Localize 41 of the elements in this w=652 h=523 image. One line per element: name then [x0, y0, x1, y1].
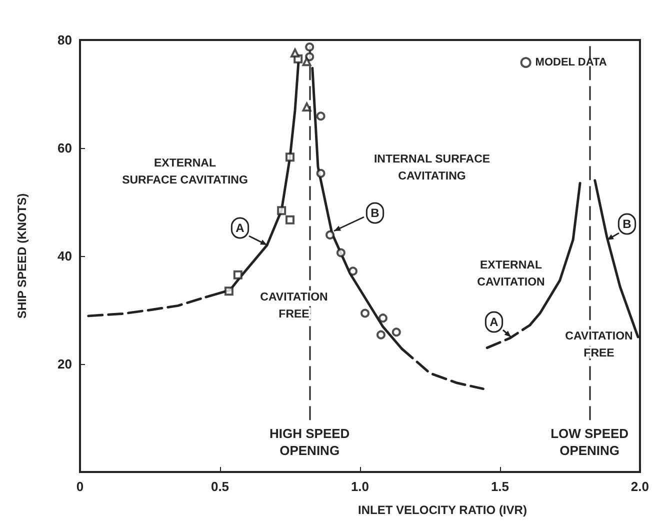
annotation: EXTERNAL SURFACE CAVITATING	[122, 158, 248, 186]
point	[285, 152, 294, 162]
point	[392, 328, 401, 337]
annotation: B	[370, 206, 380, 220]
x-tick-label: 0	[76, 479, 84, 494]
legend-label: MODEL DATA	[535, 56, 607, 68]
annotation: A	[236, 221, 245, 235]
annotation: EXTERNAL CAVITATION	[477, 260, 545, 288]
y-axis-title: SHIP SPEED (KNOTS)	[15, 193, 29, 319]
point	[326, 230, 335, 240]
point	[285, 215, 294, 224]
point	[360, 308, 370, 318]
point	[302, 57, 312, 66]
annotation: CAVITATION FREE	[260, 292, 328, 320]
point	[233, 270, 242, 280]
point	[277, 206, 286, 216]
y-tick-label: 40	[58, 248, 72, 264]
point	[224, 286, 234, 296]
x-tick-label: 1.0	[350, 479, 370, 494]
y-tick-label: 60	[58, 140, 72, 156]
y-tick-label: 20	[58, 356, 72, 372]
point	[305, 42, 314, 52]
x-tick-label: 1.5	[490, 479, 510, 494]
x-axis-title: INLET VELOCITY RATIO (IVR)	[358, 503, 527, 517]
y-tick-label: 80	[58, 32, 72, 48]
point	[348, 266, 358, 276]
point	[302, 102, 312, 112]
annotation: A	[490, 315, 499, 329]
x-tick-label: 2.0	[630, 479, 650, 494]
point	[305, 52, 314, 62]
point	[336, 248, 346, 258]
point	[376, 330, 386, 340]
point	[378, 314, 388, 323]
annotation: INTERNAL SURFACE CAVITATING	[374, 154, 490, 182]
point	[316, 112, 326, 121]
ref-line-label: LOW SPEED OPENING	[550, 426, 629, 458]
annotation: B	[622, 217, 632, 231]
x-tick-label: 0.5	[210, 479, 230, 494]
point	[290, 48, 300, 58]
ref-line-label: HIGH SPEED OPENING	[269, 426, 350, 458]
point	[316, 168, 326, 178]
